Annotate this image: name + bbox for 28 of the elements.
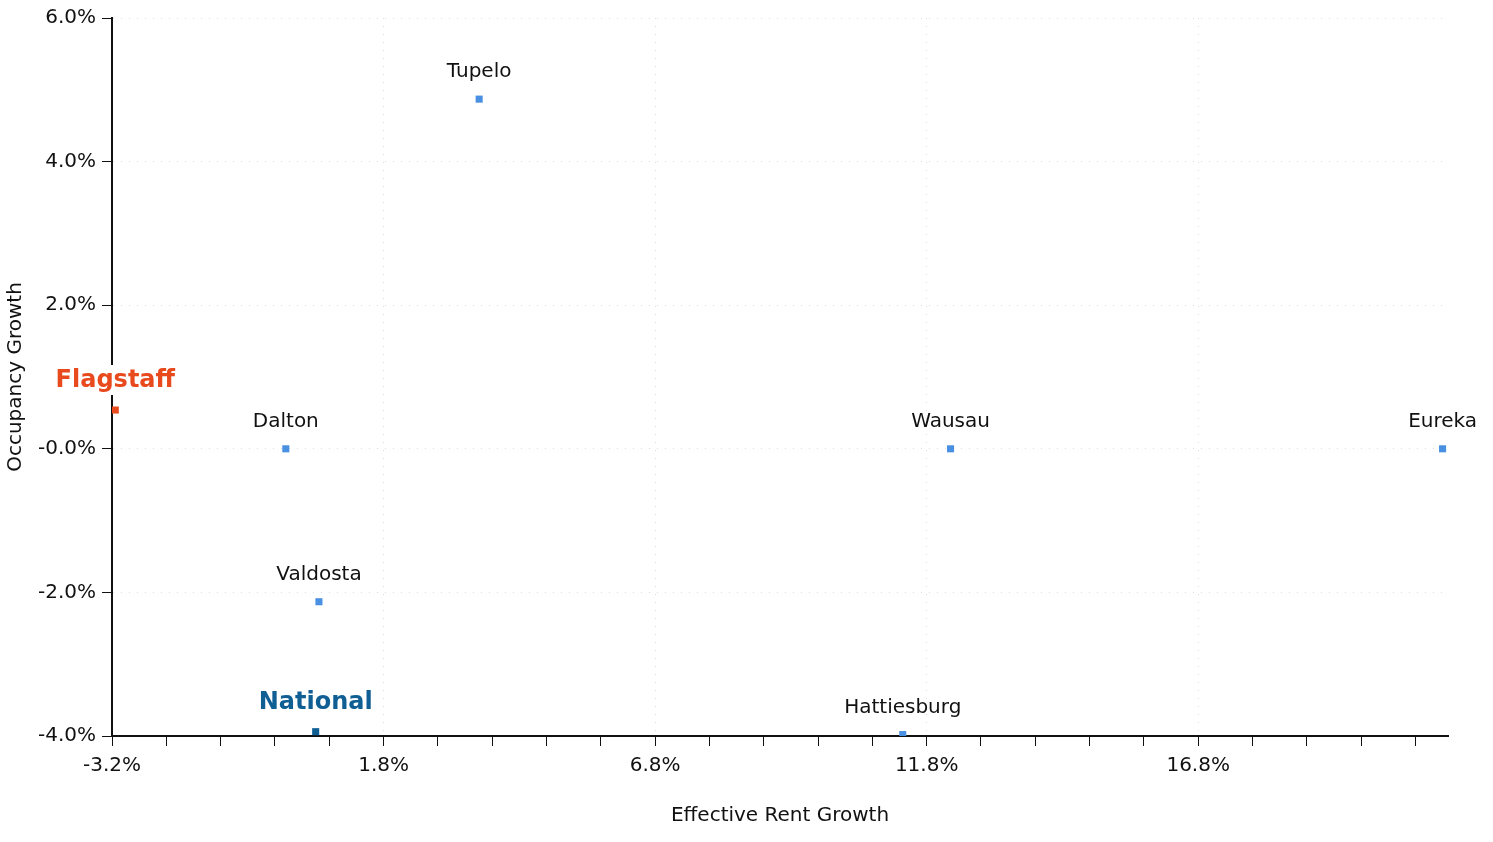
point <box>112 406 119 414</box>
series-label: Hattiesburg <box>844 693 962 718</box>
y-tick-label: 4.0% <box>45 147 97 172</box>
point <box>312 728 320 736</box>
series-label: Wausau <box>911 408 990 432</box>
series-label: Eureka <box>1408 408 1478 432</box>
x-axis-title: Effective Rent Growth <box>670 802 890 827</box>
x-tick-label: -3.2% <box>83 752 142 777</box>
y-tick-label: -0.0% <box>38 435 97 459</box>
point <box>315 598 323 606</box>
series-label: National <box>258 686 373 715</box>
y-axis-title: Occupancy Growth <box>2 282 27 472</box>
x-tick-label: 11.8% <box>894 752 959 777</box>
point <box>1439 445 1447 453</box>
point <box>947 445 955 453</box>
x-tick-label: 1.8% <box>358 752 409 777</box>
series-label: Valdosta <box>276 560 362 585</box>
y-tick-label: -2.0% <box>38 578 97 603</box>
y-tick-label: 2.0% <box>45 291 97 316</box>
point <box>475 95 483 103</box>
point <box>282 445 290 453</box>
y-tick-label: 6.0% <box>45 4 97 29</box>
series-label: Flagstaff <box>55 365 176 394</box>
series-label: Tupelo <box>445 58 512 83</box>
x-tick-label: 16.8% <box>1166 752 1230 777</box>
x-tick-label: 6.8% <box>629 752 681 777</box>
y-tick-label: -4.0% <box>38 722 97 747</box>
series-label: Dalton <box>252 408 319 432</box>
